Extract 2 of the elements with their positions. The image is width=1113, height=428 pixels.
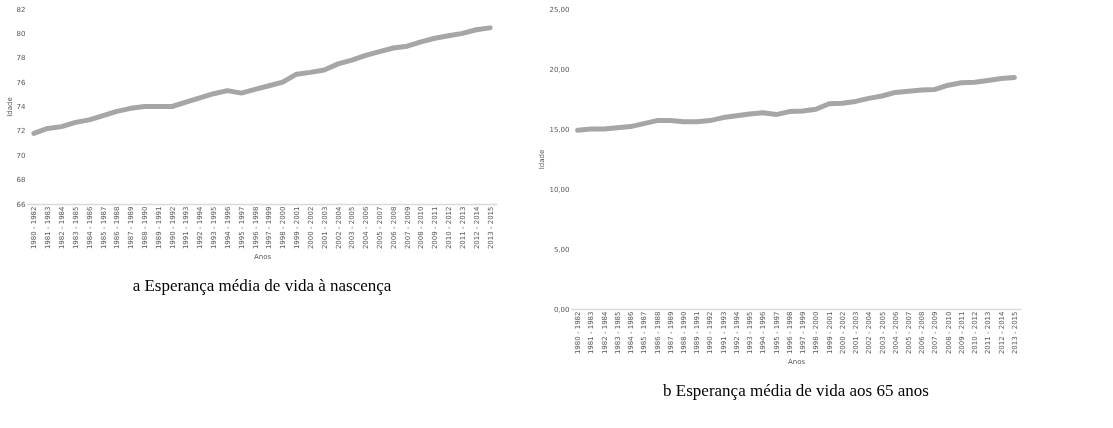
text: a Esperança média de vida à nascença bbox=[132, 275, 392, 295]
text: b Esperança média de vida aos 65 anos bbox=[663, 380, 929, 400]
